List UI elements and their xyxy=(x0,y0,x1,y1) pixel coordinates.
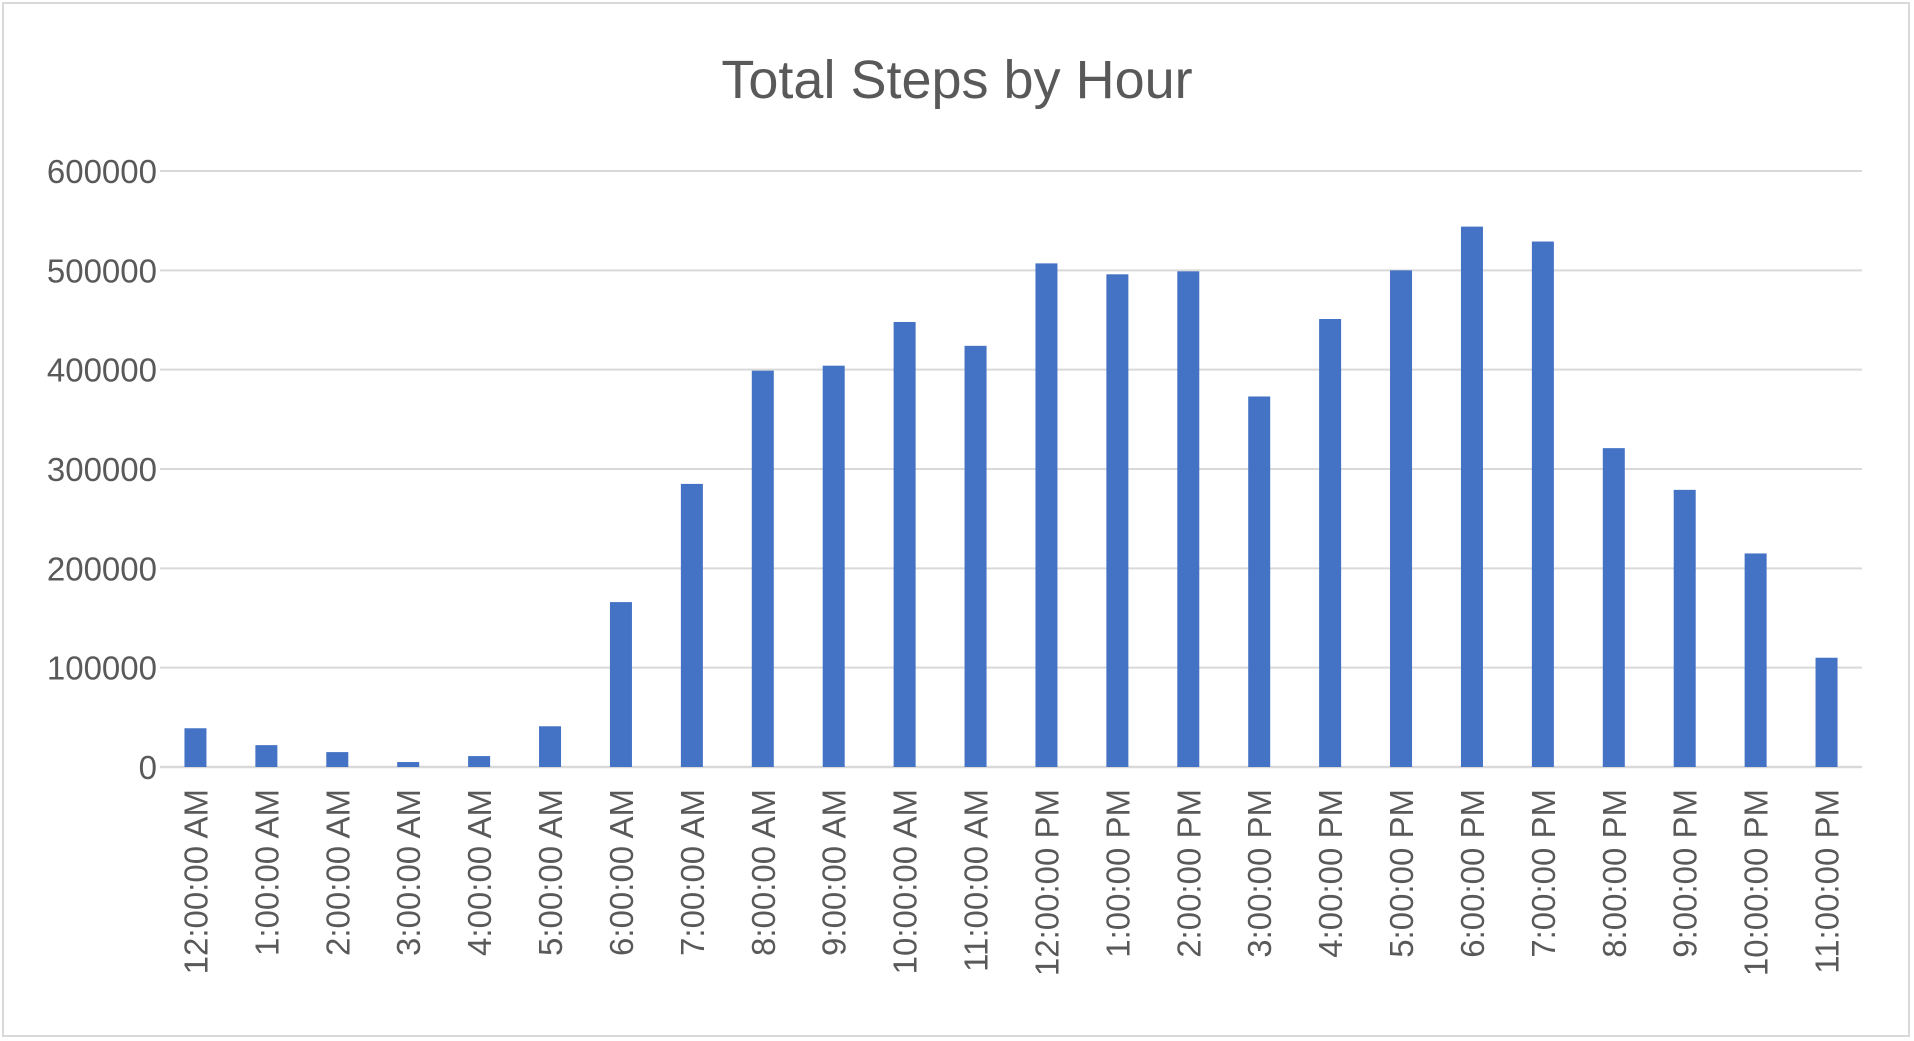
x-tick-label: 10:00:00 AM xyxy=(887,789,924,974)
y-tick-label: 600000 xyxy=(47,153,157,190)
bar xyxy=(1744,553,1767,767)
x-tick-label: 11:00:00 AM xyxy=(958,789,995,972)
bar xyxy=(1035,263,1058,767)
bar xyxy=(1319,319,1342,767)
x-tick-label: 1:00:00 AM xyxy=(248,789,285,956)
x-tick-label: 8:00:00 PM xyxy=(1596,789,1633,958)
x-tick-label: 11:00:00 PM xyxy=(1809,789,1846,974)
x-axis-ticks: 12:00:00 AM 1:00:00 AM 2:00:00 AM 3:00:00 A… xyxy=(177,789,1845,976)
y-tick-label: 300000 xyxy=(47,451,157,488)
bar xyxy=(1815,657,1838,767)
x-tick-label: 7:00:00 AM xyxy=(674,789,711,956)
x-tick-label: 9:00:00 PM xyxy=(1667,789,1704,958)
x-tick-label: 5:00:00 AM xyxy=(532,789,569,956)
bar xyxy=(680,483,703,767)
y-tick-label: 500000 xyxy=(47,252,157,289)
bar xyxy=(1673,489,1696,767)
bar xyxy=(326,752,349,767)
y-tick-label: 0 xyxy=(139,749,157,786)
bars xyxy=(184,226,1838,768)
x-tick-label: 6:00:00 PM xyxy=(1454,789,1491,958)
bar xyxy=(1531,241,1554,767)
bar xyxy=(1602,448,1625,767)
bar xyxy=(1106,274,1129,767)
x-tick-label: 3:00:00 PM xyxy=(1241,789,1278,958)
bar xyxy=(1390,270,1413,767)
x-tick-label: 2:00:00 PM xyxy=(1170,789,1207,958)
x-tick-label: 5:00:00 PM xyxy=(1383,789,1420,958)
x-tick-label: 7:00:00 PM xyxy=(1525,789,1562,958)
x-tick-label: 4:00:00 AM xyxy=(461,789,498,956)
x-tick-label: 1:00:00 PM xyxy=(1099,789,1136,958)
bar xyxy=(1248,396,1271,767)
bar xyxy=(893,321,916,767)
bar xyxy=(751,370,774,767)
gridlines xyxy=(160,170,1862,769)
bar xyxy=(1460,226,1483,768)
x-tick-label: 10:00:00 PM xyxy=(1738,789,1775,976)
x-tick-label: 2:00:00 AM xyxy=(319,789,356,956)
bar xyxy=(822,365,845,767)
bar xyxy=(184,728,207,767)
y-tick-label: 200000 xyxy=(47,550,157,587)
x-tick-label: 3:00:00 AM xyxy=(390,789,427,956)
bar xyxy=(609,602,632,767)
x-tick-label: 8:00:00 AM xyxy=(745,789,782,956)
bar xyxy=(255,745,278,767)
bar xyxy=(964,345,987,767)
x-tick-label: 9:00:00 AM xyxy=(816,789,853,956)
x-tick-label: 6:00:00 AM xyxy=(603,789,640,956)
bar xyxy=(468,756,491,767)
x-tick-label: 4:00:00 PM xyxy=(1312,789,1349,958)
y-axis-ticks: 0 100000 200000 300000 400000 500000 600000 xyxy=(47,153,157,786)
bar xyxy=(539,726,562,767)
y-tick-label: 400000 xyxy=(47,352,157,389)
y-tick-label: 100000 xyxy=(47,650,157,687)
x-tick-label: 12:00:00 AM xyxy=(177,789,214,974)
chart-title: Total Steps by Hour xyxy=(721,50,1192,110)
bar xyxy=(1177,271,1200,767)
bar xyxy=(397,762,420,767)
x-tick-label: 12:00:00 PM xyxy=(1028,789,1065,976)
